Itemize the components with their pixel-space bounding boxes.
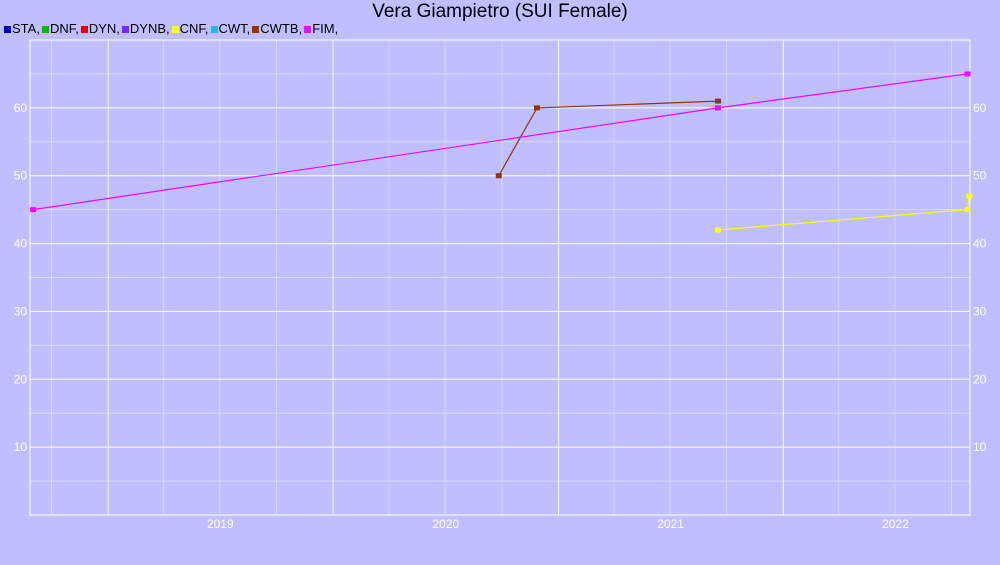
data-point-cwtb <box>533 105 540 111</box>
data-point-fim <box>30 207 37 213</box>
y-tick-label-left: 40 <box>14 237 28 251</box>
y-tick-label-left: 20 <box>14 372 28 386</box>
data-point-cnf <box>964 207 971 213</box>
data-point-cnf <box>715 227 722 233</box>
plot-border <box>29 39 971 516</box>
legend-swatch <box>210 26 218 33</box>
legend-swatch <box>121 26 129 33</box>
legend-swatch <box>41 26 49 33</box>
y-tick-label-right: 40 <box>973 237 987 251</box>
x-tick-label: 2021 <box>657 517 684 531</box>
chart-title: Vera Giampietro (SUI Female) <box>372 1 628 22</box>
data-point-fim <box>964 71 971 77</box>
data-point-fim <box>715 105 722 111</box>
data-point-cwtb <box>715 98 722 104</box>
legend-swatch <box>304 26 312 33</box>
x-tick-label: 2020 <box>432 517 459 531</box>
legend-label: FIM, <box>312 21 339 36</box>
legend-item: DYN, <box>80 21 120 36</box>
data-point-cnf <box>966 193 973 199</box>
y-tick-label-left: 60 <box>14 101 28 115</box>
legend-label: CNF, <box>179 21 209 36</box>
y-tick-label-right: 60 <box>973 101 987 115</box>
legend-item: DYNB, <box>121 21 170 36</box>
legend-label: DYN, <box>88 21 120 36</box>
legend-swatch <box>171 26 179 33</box>
y-tick-label-left: 30 <box>14 304 28 318</box>
y-tick-label-right: 30 <box>973 304 987 318</box>
legend-label: CWTB, <box>260 21 303 36</box>
legend-label: STA, <box>12 21 40 36</box>
legend-item: STA, <box>4 21 40 36</box>
legend-label: DYNB, <box>129 21 170 36</box>
y-tick-label-right: 50 <box>973 169 987 183</box>
y-tick-label-right: 20 <box>973 372 987 386</box>
legend-swatch <box>252 26 260 33</box>
x-tick-label: 2022 <box>882 517 909 531</box>
series-line-cnf <box>718 196 970 231</box>
legend-swatch <box>80 26 88 33</box>
y-tick-label-right: 10 <box>973 440 987 454</box>
data-point-cwtb <box>495 173 502 179</box>
legend-item: DNF, <box>41 21 79 36</box>
legend-item: CWTB, <box>252 21 302 36</box>
y-tick-label-left: 10 <box>14 440 28 454</box>
y-tick-label-left: 50 <box>14 169 28 183</box>
legend-label: CWT, <box>218 21 251 36</box>
legend-swatch <box>4 26 11 33</box>
legend-item: CNF, <box>171 21 209 36</box>
legend: STA, DNF, DYN, DYNB, CNF, CWT, CWTB, FIM, <box>4 21 340 36</box>
x-tick-label: 2019 <box>207 517 234 531</box>
legend-item: CWT, <box>210 21 251 36</box>
legend-item: FIM, <box>304 21 338 36</box>
legend-label: DNF, <box>49 21 79 36</box>
